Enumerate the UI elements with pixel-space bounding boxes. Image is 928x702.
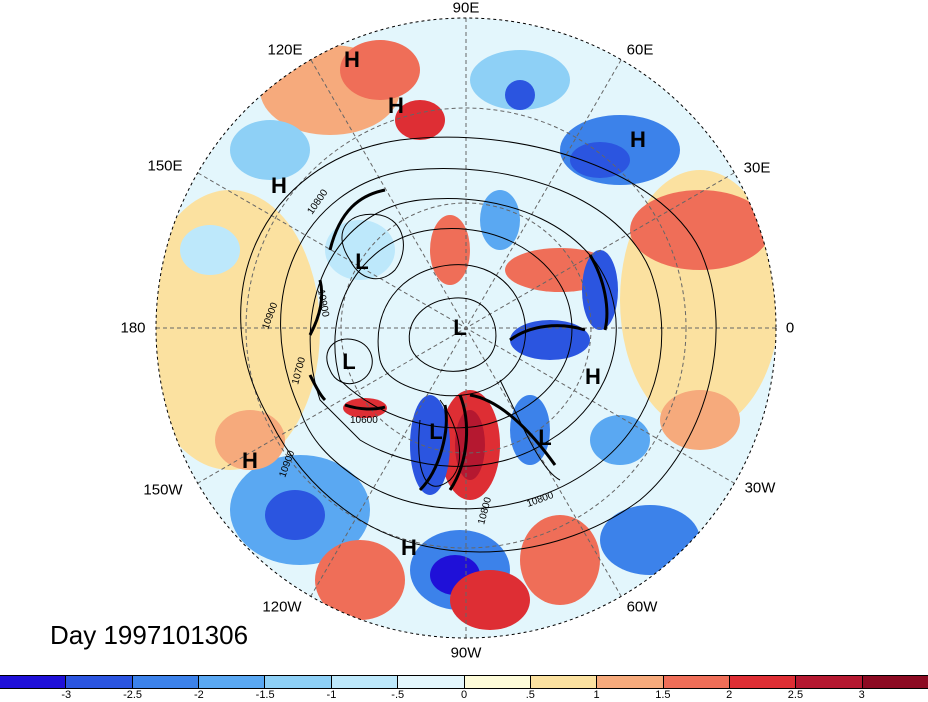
colorbar-ticks: -3 -2.5 -2 -1.5 -1 -.5 0 .5 1 1.5 2 2.5 3 xyxy=(0,689,928,702)
low-marker: L xyxy=(538,425,552,450)
low-marker: L xyxy=(429,419,443,444)
high-marker: H xyxy=(388,93,404,118)
colorbar-tick-label: 1.5 xyxy=(655,689,671,701)
lon-label-60e: 60E xyxy=(626,41,654,59)
lon-label-60w: 60W xyxy=(626,598,658,616)
high-marker: H xyxy=(401,535,417,560)
lon-label-0: 0 xyxy=(785,319,795,337)
low-marker: L xyxy=(342,349,356,374)
colorbar-swatch xyxy=(199,676,266,688)
anomaly-field xyxy=(156,18,776,638)
lon-label-150e: 150E xyxy=(147,157,183,175)
lon-label-30w: 30W xyxy=(744,479,776,497)
colorbar-tick-label: -1 xyxy=(326,689,337,701)
colorbar-tick-label: -2.5 xyxy=(123,689,143,701)
colorbar-swatch xyxy=(729,676,797,688)
colorbar-tick-label: 1 xyxy=(593,689,600,701)
contour-label-5: 10600 xyxy=(350,415,378,426)
colorbar-tick-label: .5 xyxy=(525,689,535,701)
colorbar-tick-label: 3 xyxy=(858,689,865,701)
colorbar-swatch xyxy=(132,676,200,688)
colorbar-tick-label: 0 xyxy=(460,689,468,701)
colorbar-swatch xyxy=(0,676,67,688)
map-title: Day 1997101306 xyxy=(50,620,249,650)
colorbar-swatch xyxy=(663,676,730,688)
colorbar-swatch xyxy=(398,676,465,688)
colorbar-tick-label: 2 xyxy=(726,689,733,701)
colorbar-swatch xyxy=(464,676,531,688)
high-marker: H xyxy=(271,173,287,198)
lon-label-150w: 150W xyxy=(143,481,183,499)
low-marker: L xyxy=(355,249,369,274)
low-marker: L xyxy=(453,315,467,340)
map-boundary xyxy=(155,17,777,639)
colorbar-swatch xyxy=(331,676,399,688)
lon-label-120e: 120E xyxy=(267,41,303,59)
lon-label-30e: 30E xyxy=(743,159,771,177)
colorbar-swatch xyxy=(862,676,928,688)
lon-label-90e: 90E xyxy=(452,0,480,17)
colorbar-swatch xyxy=(265,676,332,688)
colorbar-tick-label: -.5 xyxy=(391,689,405,701)
colorbar-tick-label: -3 xyxy=(61,689,72,701)
high-marker: H xyxy=(585,364,601,389)
contour-label-2: 10900 xyxy=(315,289,331,319)
lon-label-120w: 120W xyxy=(262,598,302,616)
colorbar-tick-label: 2.5 xyxy=(787,689,804,701)
colorbar-tick-label: -1.5 xyxy=(255,689,275,701)
colorbar-swatch xyxy=(530,676,598,688)
height-contours xyxy=(240,136,717,553)
colorbar-swatch xyxy=(796,676,863,688)
high-marker: H xyxy=(242,448,258,473)
lon-label-90w: 90W xyxy=(450,644,482,662)
colorbar-tick-label: -2 xyxy=(193,689,204,701)
colorbar-swatch xyxy=(66,676,133,688)
colorbar xyxy=(0,675,928,689)
jet-streaks xyxy=(308,188,609,492)
high-marker: H xyxy=(630,127,646,152)
lon-label-180: 180 xyxy=(120,319,146,337)
high-marker: H xyxy=(344,47,360,72)
colorbar-swatch xyxy=(597,676,664,688)
